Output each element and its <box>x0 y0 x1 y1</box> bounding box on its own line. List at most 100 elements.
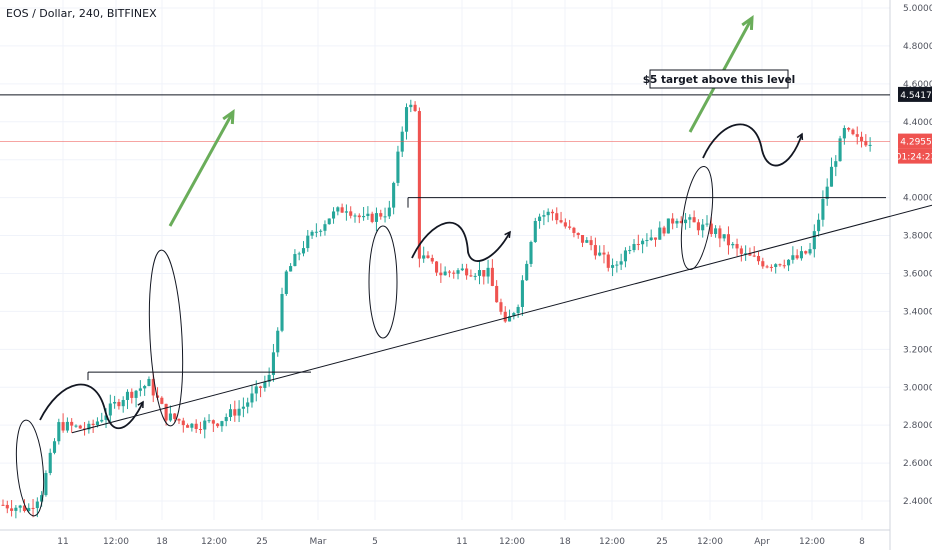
candle-body <box>314 231 318 233</box>
candle-body <box>31 507 35 509</box>
candle-body <box>529 241 533 264</box>
candle-body <box>87 423 91 430</box>
x-tick-label: 12:00 <box>499 537 525 547</box>
candle-body <box>550 211 555 214</box>
candle-body <box>151 378 155 396</box>
candle-body <box>611 265 615 268</box>
x-tick-label: 12:00 <box>697 537 723 547</box>
candle-body <box>301 248 306 254</box>
candle-body <box>731 243 735 246</box>
breakout-ellipse <box>680 165 714 271</box>
candle-body <box>447 271 451 273</box>
wave-arrow-head <box>796 132 804 141</box>
candle-body <box>469 275 473 277</box>
candle-body <box>864 141 868 146</box>
candle-body <box>173 413 177 419</box>
candle-body <box>825 186 829 199</box>
candle-body <box>555 213 559 221</box>
candle-body <box>671 218 675 224</box>
candle-body <box>722 234 726 239</box>
candle-body <box>276 330 280 353</box>
candle-body <box>568 226 572 228</box>
candle-body <box>27 507 31 512</box>
candle-body <box>443 271 447 276</box>
candle-body <box>331 211 336 219</box>
candle-body <box>718 228 722 239</box>
candle-body <box>160 397 164 404</box>
candle-body <box>353 215 357 217</box>
candle-body <box>778 264 782 266</box>
candle-body <box>220 421 224 427</box>
candle-body <box>576 232 580 236</box>
candle-body <box>486 267 490 277</box>
candle-body <box>520 280 524 307</box>
candle-body <box>538 216 542 221</box>
candle-body <box>78 425 82 429</box>
chart-title: EOS / Dollar, 240, BITFINEX <box>6 7 157 20</box>
candle-body <box>366 213 370 216</box>
y-tick-label: 3.8000 <box>903 232 932 242</box>
candle-body <box>842 128 846 139</box>
candle-body <box>65 421 69 431</box>
candle-body <box>829 166 834 187</box>
candle-body <box>362 215 366 218</box>
candle-body <box>207 420 211 422</box>
candle-body <box>259 386 263 388</box>
candle-body <box>387 207 391 217</box>
candle-body <box>709 223 713 235</box>
candle-body <box>623 250 627 262</box>
candle-body <box>473 275 477 277</box>
candle-body <box>211 420 215 424</box>
candle-body <box>344 211 348 213</box>
candle-body <box>1 504 5 506</box>
candle-body <box>168 413 172 421</box>
wave-arrow-head <box>137 400 144 409</box>
candle-body <box>203 420 207 430</box>
x-tick-label: 18 <box>156 537 168 547</box>
candle-body <box>525 263 529 281</box>
candle-body <box>542 215 546 217</box>
candle-body <box>726 234 731 246</box>
candle-body <box>701 224 705 231</box>
candle-body <box>559 220 563 223</box>
candle-body <box>319 230 323 232</box>
candle-body <box>456 270 460 274</box>
x-tick-label: 12:00 <box>103 537 129 547</box>
candle-body <box>224 417 228 422</box>
bar-countdown-label: 01:24:23 <box>896 153 932 163</box>
candle-body <box>91 423 95 425</box>
candle-body <box>615 264 619 266</box>
candle-body <box>117 401 121 407</box>
candle-body <box>482 270 486 277</box>
x-tick-label: 12:00 <box>201 537 227 547</box>
candle-body <box>658 227 662 240</box>
candle-body <box>413 104 417 112</box>
candle-body <box>164 403 168 421</box>
candle-body <box>765 266 769 268</box>
candle-body <box>61 422 65 431</box>
x-tick-label: 11 <box>57 537 68 547</box>
y-tick-label: 2.8000 <box>903 421 932 431</box>
candle-body <box>653 237 658 240</box>
candle-body <box>799 251 803 259</box>
candle-body <box>628 250 632 252</box>
candle-body <box>714 228 718 235</box>
candle-body <box>598 252 602 256</box>
candle-body <box>619 261 623 265</box>
candle-body <box>95 421 99 425</box>
candle-body <box>306 235 310 249</box>
candle-body <box>284 271 288 294</box>
candle-body <box>580 235 585 243</box>
candle-body <box>198 429 203 431</box>
candle-body <box>649 237 653 241</box>
candle-body <box>495 285 499 303</box>
candle-body <box>503 311 507 322</box>
candle-body <box>859 136 864 142</box>
candle-body <box>379 213 383 217</box>
candle-body <box>855 134 859 137</box>
candle-body <box>10 508 14 511</box>
candle-body <box>125 391 130 400</box>
candle-body <box>804 251 808 254</box>
candle-body <box>572 227 576 233</box>
